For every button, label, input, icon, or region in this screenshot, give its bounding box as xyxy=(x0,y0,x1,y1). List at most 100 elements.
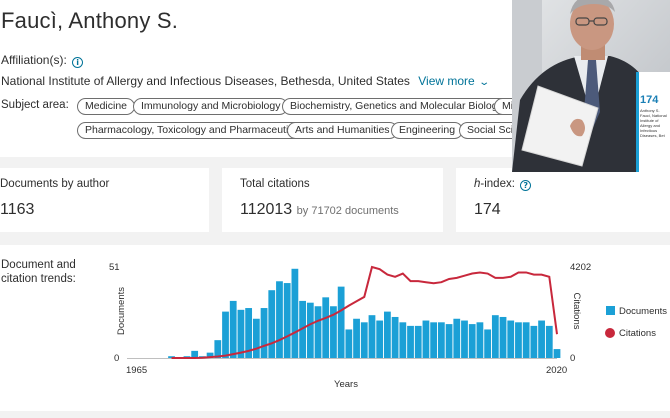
y-right-tick-top: 4202 xyxy=(570,262,591,273)
documents-bar[interactable] xyxy=(268,290,276,358)
documents-bar[interactable] xyxy=(553,349,561,358)
subject-chip[interactable]: Arts and Humanities xyxy=(287,122,398,139)
documents-bar[interactable] xyxy=(437,322,445,358)
legend-documents-swatch xyxy=(606,306,615,315)
documents-bar[interactable] xyxy=(237,309,245,358)
legend-citations-swatch xyxy=(605,328,615,338)
view-more-label: View more xyxy=(418,74,475,88)
documents-bar[interactable] xyxy=(507,320,515,358)
x-tick-start: 1965 xyxy=(126,365,147,376)
citations-card[interactable]: Total citations 112013 by 71702 document… xyxy=(222,168,443,232)
subject-chip[interactable]: Pharmacology, Toxicology and Pharmaceuti… xyxy=(77,122,307,139)
documents-bar[interactable] xyxy=(276,281,283,358)
documents-bar[interactable] xyxy=(245,308,253,358)
hindex-label-rest: -index: xyxy=(480,178,515,190)
legend-citations-label[interactable]: Citations xyxy=(619,328,656,339)
documents-bar[interactable] xyxy=(283,283,291,358)
documents-bar[interactable] xyxy=(206,352,214,358)
documents-bar[interactable] xyxy=(376,320,384,358)
documents-bar[interactable] xyxy=(545,325,553,358)
documents-bar[interactable] xyxy=(168,356,175,358)
citations-value-row: 112013 by 71702 documents xyxy=(240,201,399,219)
info-icon[interactable]: i xyxy=(72,57,84,68)
documents-bar[interactable] xyxy=(306,302,314,358)
affiliation-label: Affiliation(s): xyxy=(1,53,67,67)
hindex-card: h-index: ? 174 xyxy=(456,168,670,232)
documents-bar[interactable] xyxy=(468,324,476,358)
documents-bar[interactable] xyxy=(345,329,353,358)
documents-bar[interactable] xyxy=(414,325,422,358)
subject-area-label: Subject area: xyxy=(1,99,69,111)
documents-bar[interactable] xyxy=(522,322,530,358)
documents-bars xyxy=(168,268,561,358)
y-left-tick-top: 51 xyxy=(109,262,120,273)
affiliation-label-row: Affiliation(s): i xyxy=(1,53,84,68)
citations-line xyxy=(171,265,558,359)
documents-bar[interactable] xyxy=(191,350,199,358)
author-name: Faucì, Anthony S. xyxy=(1,8,179,33)
documents-bar[interactable] xyxy=(260,308,268,358)
hindex-label: h-index: ? xyxy=(474,178,532,191)
chevron-down-icon: ⌄ xyxy=(478,77,490,88)
footer-band xyxy=(0,411,670,418)
hindex-label-italic: h xyxy=(474,178,481,190)
documents-bar[interactable] xyxy=(445,324,453,358)
documents-bar[interactable] xyxy=(399,322,407,358)
subject-chip[interactable]: Engineering xyxy=(391,122,464,139)
documents-bar[interactable] xyxy=(368,315,376,358)
photo-number: 174 xyxy=(640,94,659,106)
y-left-tick-bottom: 0 xyxy=(114,353,119,364)
view-more-link[interactable]: View more ⌄ xyxy=(418,74,490,88)
hindex-value: 174 xyxy=(474,201,501,218)
documents-bar[interactable] xyxy=(252,318,260,358)
subject-chip[interactable]: Immunology and Microbiology xyxy=(133,98,289,115)
subject-chip[interactable]: Social Scie xyxy=(459,122,519,139)
affiliation-text: National Institute of Allergy and Infect… xyxy=(1,74,410,88)
x-tick-end: 2020 xyxy=(546,365,567,376)
documents-card[interactable]: Documents by author 1163 xyxy=(0,168,209,232)
documents-bar[interactable] xyxy=(538,320,545,358)
trends-label: Document and citation trends: xyxy=(1,259,76,285)
author-photo: 174 Anthony S. Fauci, National Institute… xyxy=(512,0,670,172)
documents-bar[interactable] xyxy=(330,306,337,358)
documents-bar[interactable] xyxy=(337,286,345,358)
subject-chip[interactable]: Biochemistry, Genetics and Molecular Bio… xyxy=(282,98,511,115)
y-left-axis-label: Documents xyxy=(116,287,127,335)
y-right-axis-label: Citations xyxy=(571,293,582,330)
documents-bar[interactable] xyxy=(222,311,229,358)
documents-bar[interactable] xyxy=(322,297,330,358)
legend-documents-label[interactable]: Documents xyxy=(619,306,667,317)
citations-value: 112013 xyxy=(240,201,293,218)
documents-value: 1163 xyxy=(0,201,35,218)
y-right-tick-bottom: 0 xyxy=(570,353,575,364)
subject-chip[interactable]: Medicine xyxy=(77,98,136,115)
documents-bar[interactable] xyxy=(384,311,391,358)
documents-bar[interactable] xyxy=(430,322,438,358)
documents-bar[interactable] xyxy=(499,316,507,358)
affiliation-row: National Institute of Allergy and Infect… xyxy=(1,74,490,88)
x-axis-label: Years xyxy=(334,379,358,390)
documents-bar[interactable] xyxy=(229,300,237,358)
trend-chart: 51 0 4202 0 1965 2020 Years Documents Ci… xyxy=(109,262,667,390)
photo-caption: Anthony S. Fauci, National Institute of … xyxy=(640,108,667,138)
info-icon[interactable]: ? xyxy=(520,180,532,191)
documents-bar[interactable] xyxy=(491,315,499,358)
documents-bar[interactable] xyxy=(214,340,222,358)
documents-bar[interactable] xyxy=(484,329,492,358)
documents-bar[interactable] xyxy=(461,320,468,358)
author-photo-image xyxy=(512,0,670,172)
documents-bar[interactable] xyxy=(314,306,322,358)
documents-bar[interactable] xyxy=(360,322,368,358)
documents-bar[interactable] xyxy=(515,322,522,358)
documents-bar[interactable] xyxy=(407,325,414,358)
documents-label: Documents by author xyxy=(0,178,110,190)
documents-bar[interactable] xyxy=(453,318,461,358)
documents-bar[interactable] xyxy=(291,268,299,358)
documents-bar[interactable] xyxy=(530,325,538,358)
documents-bar[interactable] xyxy=(476,322,484,358)
documents-bar[interactable] xyxy=(391,316,399,358)
documents-bar[interactable] xyxy=(353,318,360,358)
documents-bar[interactable] xyxy=(422,320,430,358)
citations-label: Total citations xyxy=(240,178,310,190)
citations-sub: by 71702 documents xyxy=(296,205,399,217)
